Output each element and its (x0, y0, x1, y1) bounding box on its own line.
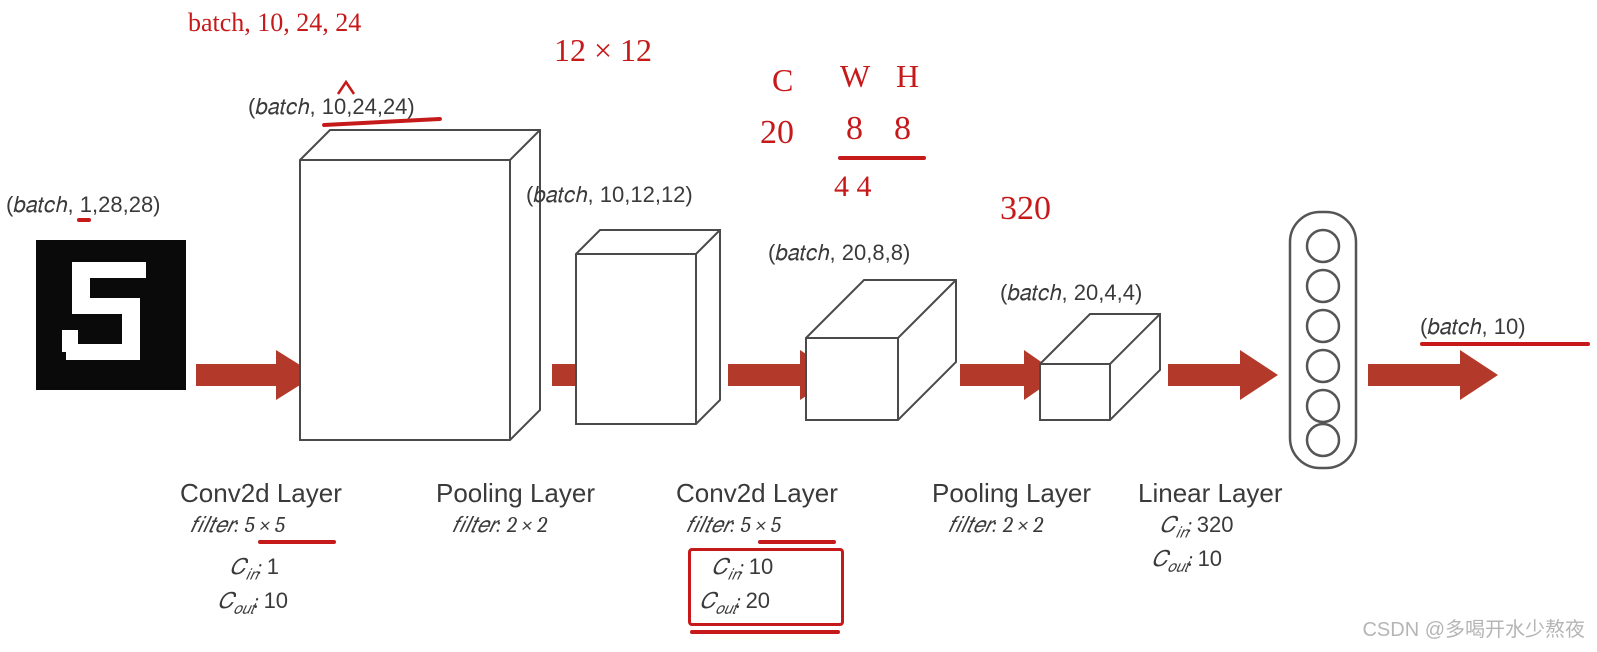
shape-b3: (𝑏𝑎𝑡𝑐ℎ, 20,8,8) (768, 240, 910, 266)
hand-note-12x12: 12 × 12 (554, 32, 652, 69)
l5-cin: 𝐶𝑖𝑛: 320 (1160, 512, 1233, 542)
hand-note-W: W (840, 58, 870, 95)
hand-underline-l3f (758, 540, 836, 544)
arrow-6 (1368, 350, 1498, 400)
hand-underline-88 (838, 156, 926, 160)
hand-note-H: H (896, 58, 919, 95)
hand-underline-out (1420, 342, 1590, 346)
arrow-5 (1168, 350, 1278, 400)
block-1 (300, 130, 560, 450)
block-2 (576, 230, 726, 430)
l1-title: Conv2d Layer (180, 478, 342, 509)
block-4 (1040, 314, 1170, 424)
shape-b2: (𝑏𝑎𝑡𝑐ℎ, 10,12,12) (526, 182, 693, 208)
hand-underline-l3bot (690, 630, 840, 634)
arrow-1 (196, 350, 316, 400)
l3-title: Conv2d Layer (676, 478, 838, 509)
l2-filter: 𝑓𝑖𝑙𝑡𝑒𝑟: 2 × 2 (452, 512, 547, 538)
l4-title: Pooling Layer (932, 478, 1091, 509)
shape-b1: (𝑏𝑎𝑡𝑐ℎ, 10,24,24) (248, 94, 415, 120)
l1-filter: 𝑓𝑖𝑙𝑡𝑒𝑟: 5 × 5 (190, 512, 285, 538)
block-3 (806, 280, 966, 425)
hand-note-batch: batch, 10, 24, 24 (188, 8, 361, 38)
hand-note-20: 20 (760, 114, 794, 152)
shape-b4: (𝑏𝑎𝑡𝑐ℎ, 20,4,4) (1000, 280, 1142, 306)
l4-filter: 𝑓𝑖𝑙𝑡𝑒𝑟: 2 × 2 (948, 512, 1043, 538)
l1-cout: 𝐶𝑜𝑢𝑡: 10 (218, 588, 288, 618)
hand-note-320: 320 (1000, 190, 1051, 228)
hand-underline-l1f (258, 540, 336, 544)
hand-box-l3 (688, 548, 844, 626)
l5-cout: 𝐶𝑜𝑢𝑡: 10 (1152, 546, 1222, 576)
hand-note-8a: 8 (846, 110, 863, 148)
hand-note-8b: 8 (894, 110, 911, 148)
shape-out: (𝑏𝑎𝑡𝑐ℎ, 10) (1420, 314, 1526, 340)
watermark: CSDN @多喝开水少熬夜 (1362, 613, 1585, 642)
hand-underline-input1 (77, 218, 91, 222)
hand-note-C: C (772, 62, 793, 99)
hand-caret (338, 82, 356, 96)
shape-input: (𝑏𝑎𝑡𝑐ℎ, 1,28,28) (6, 192, 161, 218)
l5-title: Linear Layer (1138, 478, 1283, 509)
fc-block (1288, 210, 1358, 470)
hand-note-44: 4 4 (834, 170, 872, 204)
cnn-diagram: { "colors":{ "ink":"#3a3a3a","arrow":"#b… (0, 0, 1597, 652)
l3-filter: 𝑓𝑖𝑙𝑡𝑒𝑟: 5 × 5 (686, 512, 781, 538)
l1-cin: 𝐶𝑖𝑛: 1 (230, 554, 279, 584)
mnist-input (36, 240, 186, 392)
l2-title: Pooling Layer (436, 478, 595, 509)
